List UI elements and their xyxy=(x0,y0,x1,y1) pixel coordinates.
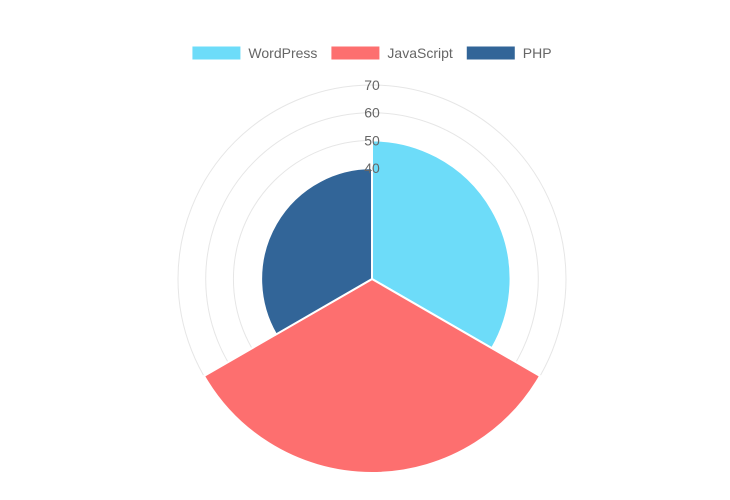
legend-item-javascript[interactable]: JavaScript xyxy=(331,45,453,61)
segment-php[interactable] xyxy=(260,167,373,336)
legend-swatch-javascript xyxy=(331,46,380,60)
segment-wordpress[interactable] xyxy=(371,139,512,350)
legend-label-php: PHP xyxy=(523,45,552,61)
tick-label-50: 50 xyxy=(364,132,380,148)
legend-item-wordpress[interactable]: WordPress xyxy=(192,45,317,61)
legend-label-javascript: JavaScript xyxy=(387,45,452,61)
tick-labels: 40 50 60 70 xyxy=(364,77,380,176)
legend-swatch-php xyxy=(466,46,515,60)
legend-item-php[interactable]: PHP xyxy=(466,45,552,61)
tick-label-70: 70 xyxy=(364,77,380,93)
legend-swatch-wordpress xyxy=(192,46,241,60)
legend-label-wordpress: WordPress xyxy=(248,45,317,61)
segments xyxy=(202,139,542,474)
legend: WordPress JavaScript PHP xyxy=(192,45,552,61)
tick-label-40: 40 xyxy=(364,160,380,176)
tick-label-60: 60 xyxy=(364,105,380,121)
